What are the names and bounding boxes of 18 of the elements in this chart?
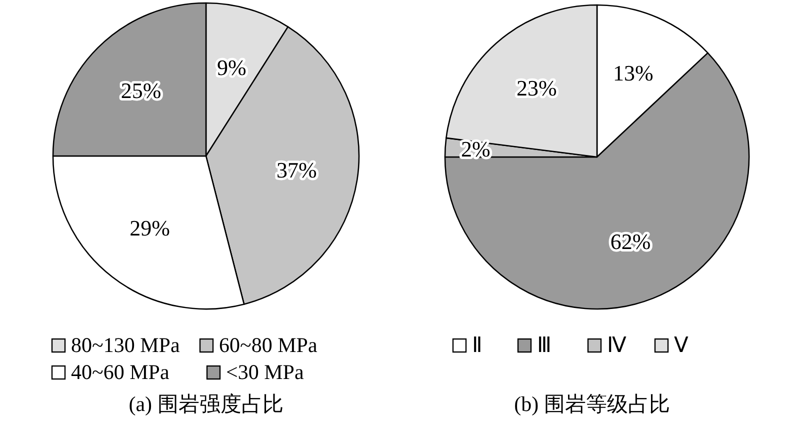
legend-label: 80~130 MPa	[71, 333, 180, 357]
data-label: 62%	[610, 228, 651, 254]
data-label: 29%	[130, 216, 170, 241]
data-label: 13%	[613, 60, 654, 86]
legend-label: <30 MPa	[226, 360, 304, 384]
data-label: 23%	[516, 76, 557, 101]
legend-label: 40~60 MPa	[71, 360, 170, 384]
data-label: 25%	[120, 78, 162, 104]
data-label: 2%	[460, 136, 490, 162]
text: (a) 围岩强度占比	[128, 392, 284, 416]
legend-label: 60~80 MPa	[219, 333, 318, 357]
legend-label: Ⅱ	[472, 333, 482, 357]
data-label: 37%	[276, 157, 317, 182]
legend-label: Ⅲ	[537, 333, 551, 357]
legend-label: Ⅳ	[607, 333, 627, 357]
legend-label: Ⅴ	[674, 333, 689, 357]
text: (b) 围岩等级占比	[514, 392, 670, 416]
data-label: 9%	[216, 54, 246, 80]
